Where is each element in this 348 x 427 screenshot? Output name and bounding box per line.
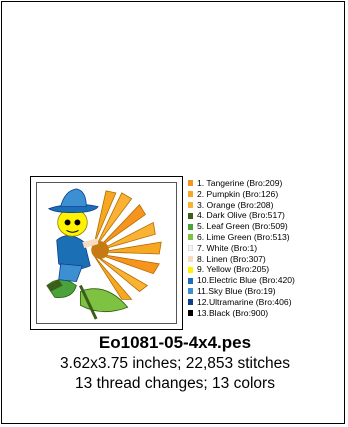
design-thumbnail	[30, 176, 183, 330]
thread-color-legend: 1. Tangerine (Bro:209) 2. Pumpkin (Bro:1…	[188, 178, 346, 318]
thread-label: 4. Dark Olive (Bro:517)	[197, 210, 285, 221]
character-body	[46, 235, 99, 292]
thread-color-swatch	[188, 201, 193, 208]
thread-color-swatch	[188, 234, 193, 241]
thread-color-swatch	[188, 277, 193, 284]
thread-item: 7. White (Bro:1)	[188, 243, 346, 254]
thread-label: 5. Leaf Green (Bro:509)	[197, 221, 288, 232]
thread-label: 8. Linen (Bro:307)	[197, 253, 266, 264]
thread-label: 11.Sky Blue (Bro:19)	[197, 285, 276, 296]
thread-color-swatch	[188, 245, 193, 252]
thread-item: 13.Black (Bro:900)	[188, 308, 346, 319]
thread-item: 2. Pumpkin (Bro:126)	[188, 189, 346, 200]
thread-item: 3. Orange (Bro:208)	[188, 200, 346, 211]
thread-label: 13.Black (Bro:900)	[197, 307, 269, 318]
thread-label: 12.Ultramarine (Bro:406)	[197, 296, 292, 307]
thread-item: 5. Leaf Green (Bro:509)	[188, 221, 346, 232]
thread-item: 6. Lime Green (Bro:513)	[188, 232, 346, 243]
thread-item: 4. Dark Olive (Bro:517)	[188, 210, 346, 221]
thread-label: 2. Pumpkin (Bro:126)	[197, 188, 279, 199]
thread-color-swatch	[188, 223, 193, 230]
design-thread-changes: 13 thread changes; 13 colors	[75, 375, 275, 392]
thread-color-swatch	[188, 299, 193, 306]
thread-item: 10.Electric Blue (Bro:420)	[188, 275, 346, 286]
design-file-name: Eo1081-05-4x4.pes	[98, 333, 252, 352]
thread-item: 1. Tangerine (Bro:209)	[188, 178, 346, 189]
design-card: 1. Tangerine (Bro:209) 2. Pumpkin (Bro:1…	[1, 1, 345, 424]
thumbnail-inner-border	[36, 182, 177, 324]
thread-label: 9. Yellow (Bro:205)	[197, 264, 270, 275]
thread-label: 1. Tangerine (Bro:209)	[197, 178, 283, 188]
thread-color-swatch	[188, 191, 193, 198]
thread-color-swatch	[188, 212, 193, 219]
thread-label: 3. Orange (Bro:208)	[197, 199, 274, 210]
thread-color-swatch	[188, 288, 193, 295]
thread-item: 8. Linen (Bro:307)	[188, 254, 346, 265]
embroidery-preview-image	[46, 188, 162, 320]
thread-label: 7. White (Bro:1)	[197, 242, 258, 253]
thread-label: 10.Electric Blue (Bro:420)	[197, 275, 295, 286]
thread-label: 6. Lime Green (Bro:513)	[197, 231, 290, 242]
thread-item: 11.Sky Blue (Bro:19)	[188, 286, 346, 297]
design-size-stitches: 3.62x3.75 inches; 22,853 stitches	[59, 355, 291, 372]
thread-color-swatch	[188, 180, 193, 187]
thread-color-swatch	[188, 309, 193, 316]
thread-color-swatch	[188, 255, 193, 262]
thread-item: 12.Ultramarine (Bro:406)	[188, 297, 346, 308]
character-hat	[47, 188, 99, 213]
flower-petals	[91, 190, 162, 300]
thread-color-swatch	[188, 266, 193, 273]
thread-item: 9. Yellow (Bro:205)	[188, 264, 346, 275]
